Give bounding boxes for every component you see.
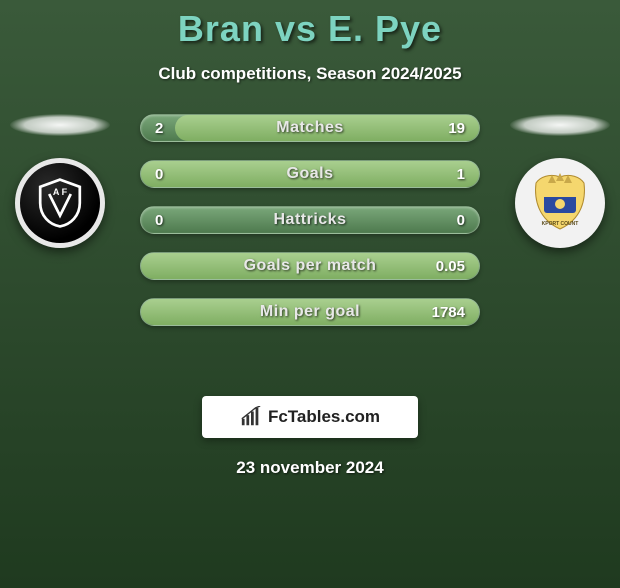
- stat-label: Matches: [141, 119, 479, 137]
- stat-row: 2Matches19: [140, 114, 480, 142]
- stat-rows: 2Matches190Goals10Hattricks0Goals per ma…: [140, 114, 480, 326]
- date-line: 23 november 2024: [0, 458, 620, 478]
- stat-label: Min per goal: [141, 303, 479, 321]
- stat-label: Hattricks: [141, 211, 479, 229]
- stat-right-value: 1: [457, 166, 465, 183]
- stat-right-value: 1784: [432, 304, 465, 321]
- stat-label: Goals per match: [141, 257, 479, 275]
- right-team-block: KPORT COUNT: [510, 114, 610, 248]
- brand-text: FcTables.com: [268, 407, 380, 427]
- right-team-crest: KPORT COUNT: [515, 158, 605, 248]
- halo-icon: [510, 114, 610, 136]
- left-team-crest: A F: [15, 158, 105, 248]
- stat-row: Goals per match0.05: [140, 252, 480, 280]
- page-title: Bran vs E. Pye: [0, 8, 620, 50]
- stat-right-value: 19: [448, 120, 465, 137]
- left-team-block: A F: [10, 114, 110, 248]
- coat-of-arms-icon: KPORT COUNT: [520, 163, 600, 243]
- stat-label: Goals: [141, 165, 479, 183]
- shield-icon: A F: [33, 176, 87, 230]
- stat-right-value: 0.05: [436, 258, 465, 275]
- svg-text:A F: A F: [53, 187, 68, 197]
- comparison-stage: A F KPORT COUNT 2Matches190Goals10Hattri…: [0, 114, 620, 374]
- stat-row: 0Goals1: [140, 160, 480, 188]
- brand-card: FcTables.com: [202, 396, 418, 438]
- svg-text:KPORT COUNT: KPORT COUNT: [542, 221, 579, 227]
- halo-icon: [10, 114, 110, 136]
- bar-chart-icon: [240, 406, 262, 428]
- stat-row: Min per goal1784: [140, 298, 480, 326]
- page-subtitle: Club competitions, Season 2024/2025: [0, 64, 620, 84]
- stat-row: 0Hattricks0: [140, 206, 480, 234]
- stat-right-value: 0: [457, 212, 465, 229]
